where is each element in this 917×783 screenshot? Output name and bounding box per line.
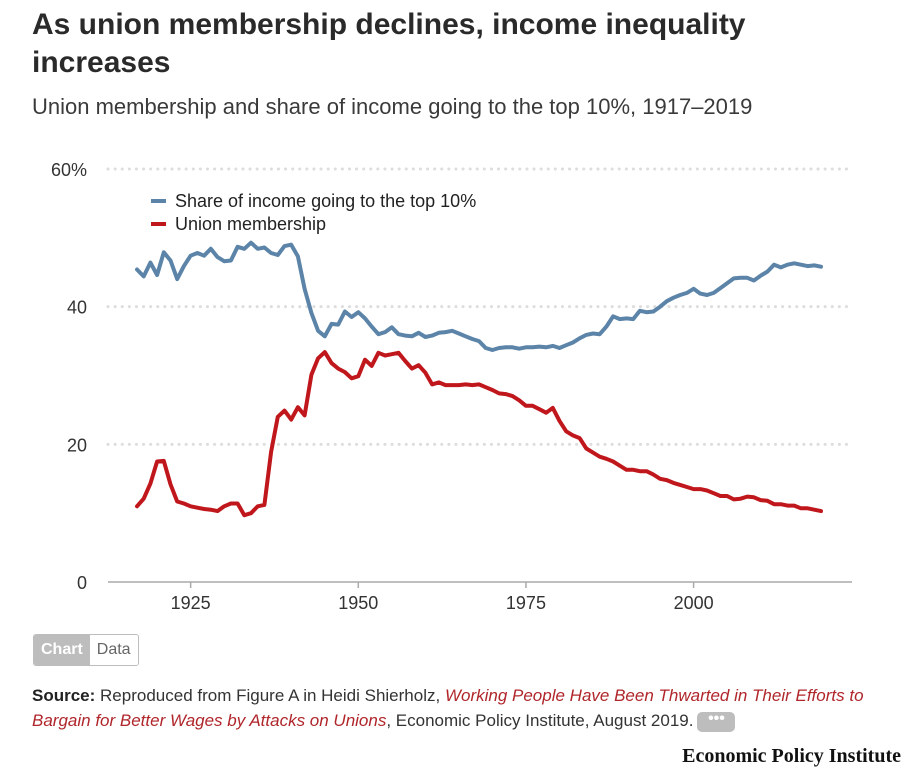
x-axis: 1925 1950 1975 2000 (171, 582, 714, 610)
brand-logo: Economic Policy Institute (682, 745, 901, 767)
series-lines (135, 240, 823, 518)
y-axis: 0 20 40 60% (51, 160, 87, 593)
legend-label: Union membership (175, 214, 326, 234)
x-tick-label: 1950 (338, 593, 378, 610)
x-tick-label: 2000 (674, 593, 714, 610)
y-tick-label: 0 (77, 573, 87, 593)
source-text: Reproduced from Figure A in Heidi Shierh… (100, 686, 445, 705)
data-tab[interactable]: Data (89, 635, 138, 665)
x-tick-label: 1975 (506, 593, 546, 610)
series-line-union-membership (135, 350, 823, 518)
y-tick-label: 20 (67, 435, 87, 455)
y-tick-label: 60% (51, 160, 87, 180)
view-toggle: Chart Data (33, 634, 139, 666)
chart-tab[interactable]: Chart (34, 635, 90, 665)
legend-label: Share of income going to the top 10% (175, 191, 476, 211)
x-tick-label: 1925 (171, 593, 211, 610)
more-options-button[interactable]: ••• (697, 710, 736, 732)
source-text-end: , Economic Policy Institute, August 2019… (386, 711, 694, 730)
source-note: Source: Reproduced from Figure A in Heid… (32, 683, 892, 733)
chart-title: As union membership declines, income ine… (32, 8, 746, 79)
y-tick-label: 40 (67, 298, 87, 318)
legend: Share of income going to the top 10% Unio… (151, 191, 476, 234)
chart-subtitle: Union membership and share of income goi… (32, 94, 753, 119)
source-link[interactable]: Working People Have Been Thwarted in The… (32, 686, 864, 730)
source-label: Source: (32, 686, 96, 705)
line-chart: 0 20 40 60% 1925 1950 1975 2000 Share of incom… (51, 160, 854, 610)
series-line-top10-share (135, 240, 823, 352)
